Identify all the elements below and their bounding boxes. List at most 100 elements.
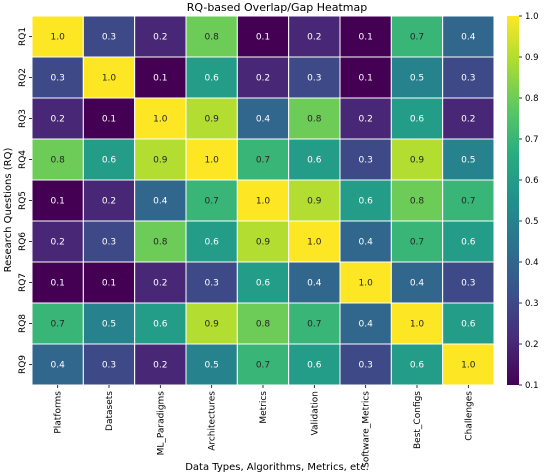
heatmap-cell — [185, 179, 238, 222]
colorbar-tick-label: 0.5 — [525, 217, 539, 227]
cell-value-label: 0.2 — [102, 197, 116, 207]
cell-value-label: 0.4 — [51, 361, 66, 371]
heatmap-cell — [442, 97, 495, 140]
cell-value-label: 0.1 — [102, 115, 116, 125]
heatmap-cell — [442, 138, 495, 181]
cell-value-label: 0.8 — [153, 238, 168, 248]
y-tick-label: RQ8 — [18, 314, 28, 333]
chart-title: RQ-based Overlap/Gap Heatmap — [187, 1, 368, 14]
cell-value-label: 0.6 — [461, 238, 476, 248]
heatmap-cell — [442, 343, 495, 386]
heatmap-cells: 1.0 0.3 0.2 0.8 0.1 0.2 0.1 0.7 0.4 0.3 1.0 0.1 0.6 0… — [31, 15, 495, 386]
cell-value-label: 0.6 — [410, 361, 425, 371]
colorbar — [507, 16, 519, 385]
cell-value-label: 0.7 — [256, 156, 270, 166]
cell-value-label: 0.1 — [256, 33, 270, 43]
heatmap-cell — [31, 15, 84, 58]
cell-value-label: 0.9 — [307, 197, 322, 207]
heatmap-cell — [236, 56, 290, 99]
cell-value-label: 0.6 — [205, 74, 220, 84]
cell-value-label: 0.6 — [307, 156, 322, 166]
heatmap-cell — [31, 138, 84, 181]
colorbar-tick-label: 0.7 — [525, 135, 539, 145]
heatmap-cell — [390, 220, 444, 263]
cell-value-label: 0.7 — [256, 361, 270, 371]
cell-value-label: 0.8 — [51, 156, 66, 166]
y-axis-label: Research Questions (RQ) — [3, 148, 14, 273]
y-tick-label: RQ5 — [18, 191, 28, 210]
heatmap-cell — [31, 343, 84, 386]
cell-value-label: 0.8 — [307, 115, 322, 125]
cell-value-label: 1.0 — [256, 197, 271, 207]
cell-value-label: 0.4 — [307, 279, 322, 289]
cell-value-label: 0.3 — [102, 361, 116, 371]
heatmap-cell — [339, 179, 392, 222]
cell-value-label: 0.2 — [153, 361, 167, 371]
cell-value-label: 0.6 — [410, 115, 425, 125]
cell-value-label: 0.1 — [359, 33, 373, 43]
cell-value-label: 0.2 — [256, 74, 270, 84]
y-tick-label: RQ1 — [18, 27, 28, 46]
cell-value-label: 0.4 — [410, 279, 425, 289]
heatmap-cell — [185, 97, 238, 140]
y-tick-label: RQ6 — [18, 232, 28, 251]
cell-value-label: 0.3 — [205, 279, 219, 289]
heatmap-cell — [82, 15, 136, 58]
heatmap-cell — [134, 56, 187, 99]
y-tick-label: RQ7 — [18, 273, 28, 292]
x-tick-label: Architectures — [208, 391, 218, 451]
cell-value-label: 0.2 — [51, 115, 65, 125]
colorbar-tick-label: 0.2 — [525, 340, 539, 350]
heatmap-cell — [442, 220, 495, 263]
heatmap-cell — [31, 220, 84, 263]
x-tick-label: Challenges — [464, 391, 474, 441]
cell-value-label: 0.9 — [205, 320, 220, 330]
colorbar-tick-label: 1.0 — [525, 12, 539, 22]
heatmap-cell — [288, 220, 341, 263]
cell-value-label: 0.4 — [256, 115, 271, 125]
cell-value-label: 0.4 — [359, 320, 374, 330]
cell-value-label: 0.8 — [410, 197, 425, 207]
x-tick-label: Platforms — [54, 391, 64, 434]
y-tick-label: RQ9 — [18, 355, 28, 374]
cell-value-label: 0.6 — [102, 156, 117, 166]
heatmap-cell — [339, 261, 392, 304]
heatmap-cell — [82, 138, 136, 181]
colorbar-tick-label: 0.8 — [525, 94, 539, 104]
cell-value-label: 1.0 — [205, 156, 220, 166]
heatmap-cell — [236, 261, 290, 304]
cell-value-label: 0.3 — [102, 238, 116, 248]
cell-value-label: 0.3 — [51, 74, 65, 84]
x-axis-label: Data Types, Algorithms, Metrics, etc. — [185, 462, 369, 473]
cell-value-label: 0.2 — [461, 115, 475, 125]
heatmap-cell — [185, 220, 238, 263]
cell-value-label: 0.5 — [461, 156, 475, 166]
heatmap-cell — [185, 302, 238, 345]
cell-value-label: 0.6 — [205, 238, 220, 248]
heatmap-cell — [185, 138, 238, 181]
heatmap-cell — [134, 97, 187, 140]
cell-value-label: 0.7 — [205, 197, 219, 207]
cell-value-label: 0.3 — [461, 74, 475, 84]
x-tick-label: Software_Metrics — [362, 391, 372, 468]
cell-value-label: 0.1 — [51, 197, 65, 207]
heatmap-cell — [31, 179, 84, 222]
cell-value-label: 0.4 — [461, 33, 476, 43]
cell-value-label: 0.1 — [359, 74, 373, 84]
cell-value-label: 0.8 — [256, 320, 271, 330]
heatmap-cell — [390, 56, 444, 99]
cell-value-label: 1.0 — [359, 279, 374, 289]
cell-value-label: 0.7 — [461, 197, 475, 207]
heatmap-cell — [236, 220, 290, 263]
x-tick-label: ML_Paradigms — [156, 391, 166, 456]
cell-value-label: 0.6 — [359, 197, 374, 207]
cell-value-label: 0.2 — [51, 238, 65, 248]
heatmap-cell — [236, 97, 290, 140]
heatmap-cell — [339, 56, 392, 99]
cell-value-label: 0.7 — [307, 320, 321, 330]
cell-value-label: 0.1 — [102, 279, 116, 289]
heatmap-cell — [339, 302, 392, 345]
colorbar-tick-label: 0.3 — [525, 299, 539, 309]
cell-value-label: 1.0 — [307, 238, 322, 248]
x-tick-label: Best_Configs — [413, 391, 423, 449]
